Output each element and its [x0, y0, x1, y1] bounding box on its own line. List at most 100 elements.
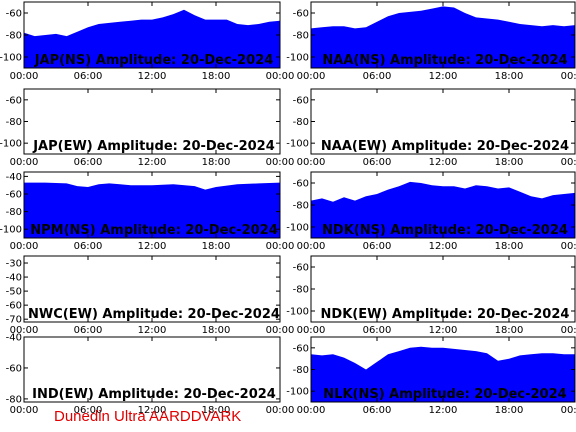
x-tick-label: 00:00 [10, 157, 39, 168]
panel-3: -60 -80 -100 00:00 06:00 12:00 18:00 00:00 NAA(E… [286, 88, 576, 168]
chart-title: NAA(NS) Amplitude: 20-Dec-2024 [322, 53, 567, 68]
x-tick-label: 00:00 [561, 157, 576, 168]
x-tick-label: 00:00 [297, 405, 326, 416]
x-tick-label: 18:00 [495, 71, 524, 82]
y-tick-label: -80 [6, 31, 22, 42]
x-tick-label: 00:00 [266, 157, 295, 168]
x-tick-label: 00:00 [297, 157, 326, 168]
x-tick-label: 00:00 [10, 405, 39, 416]
x-tick-label: 12:00 [138, 157, 167, 168]
y-tick-label: -60 [6, 190, 22, 201]
y-tick-label: -80 [293, 365, 309, 376]
x-tick-label: 12:00 [138, 71, 167, 82]
x-tick-label: 06:00 [363, 325, 392, 336]
y-tick-label: -50 [6, 287, 22, 298]
x-tick-label: 00:00 [561, 405, 576, 416]
y-tick-label: -80 [293, 201, 309, 212]
x-tick-label: 00:00 [561, 241, 576, 252]
x-tick-label: 12:00 [429, 241, 458, 252]
chart-title: NAA(EW) Amplitude: 20-Dec-2024 [321, 139, 569, 154]
chart-title: NWC(EW) Amplitude: 20-Dec-2024 [28, 307, 280, 322]
y-tick-label: -60 [6, 9, 22, 20]
y-tick-label: -40 [6, 333, 22, 344]
chart-title: IND(EW) Amplitude: 20-Dec-2024 [32, 387, 276, 402]
series-area-0 [24, 9, 280, 68]
x-tick-label: 12:00 [138, 405, 167, 416]
x-tick-label: 00:00 [266, 71, 295, 82]
panel-7: -60 -80 -100 00:00 06:00 12:00 18:00 00:00 NDK(E… [286, 255, 576, 336]
x-tick-label: 06:00 [74, 71, 103, 82]
x-tick-label: 00:00 [10, 71, 39, 82]
x-tick-label: 00:00 [297, 71, 326, 82]
y-tick-label: -40 [6, 172, 22, 183]
y-tick-label: -60 [6, 301, 22, 312]
x-tick-label: 06:00 [363, 241, 392, 252]
x-tick-label: 00:00 [10, 241, 39, 252]
y-tick-label: -60 [293, 95, 309, 106]
series-area-0 [311, 6, 575, 68]
y-tick-label: -60 [293, 343, 309, 354]
panel-2: -60 -80 -100 00:00 06:00 12:00 18:00 00:00 JAP(E… [0, 88, 295, 168]
x-tick-label: 06:00 [363, 71, 392, 82]
x-tick-label: 18:00 [202, 241, 231, 252]
y-tick-label: -100 [0, 139, 22, 150]
y-tick-label: -80 [6, 207, 22, 218]
x-tick-label: 12:00 [429, 325, 458, 336]
x-tick-label: 06:00 [74, 241, 103, 252]
chart-title: JAP(NS) Amplitude: 20-Dec-2024 [34, 53, 274, 68]
x-tick-label: 12:00 [429, 71, 458, 82]
x-tick-label: 12:00 [138, 325, 167, 336]
y-tick-label: -80 [6, 117, 22, 128]
chart-title: NPM(NS) Amplitude: 20-Dec-2024 [30, 223, 278, 238]
series-area-0 [24, 182, 280, 238]
y-tick-label: -60 [293, 263, 309, 274]
y-tick-label: -80 [6, 394, 22, 405]
y-tick-label: -100 [286, 387, 309, 398]
y-tick-label: -80 [293, 117, 309, 128]
panel-4: -40 -60 -80 -100 00:00 06:00 12:00 18:00 00:00 NP… [0, 171, 295, 252]
y-tick-label: -100 [286, 307, 309, 318]
y-tick-label: -60 [6, 95, 22, 106]
panel-5: -60 -80 -100 00:00 06:00 12:00 18:00 00:00 NDK(N… [286, 171, 576, 252]
y-tick-label: -60 [293, 9, 309, 20]
y-tick-label: -100 [286, 139, 309, 150]
x-tick-label: 06:00 [363, 157, 392, 168]
x-tick-label: 00:00 [297, 325, 326, 336]
x-tick-label: 06:00 [74, 157, 103, 168]
x-tick-label: 18:00 [495, 157, 524, 168]
x-tick-label: 06:00 [74, 325, 103, 336]
x-tick-label: 18:00 [202, 325, 231, 336]
x-tick-label: 00:00 [266, 241, 295, 252]
x-tick-label: 18:00 [495, 241, 524, 252]
x-tick-label: 00:00 [297, 241, 326, 252]
y-tick-label: -40 [6, 273, 22, 284]
x-tick-label: 00:00 [266, 325, 295, 336]
x-tick-label: 00:00 [266, 405, 295, 416]
x-tick-label: 18:00 [202, 405, 231, 416]
panel-1: -60 -80 -100 00:00 06:00 12:00 18:00 00:00 NAA(N… [286, 1, 576, 82]
panel-9: -60 -80 -100 00:00 06:00 12:00 18:00 00:00 NLK(N… [286, 336, 576, 416]
x-tick-label: 12:00 [429, 405, 458, 416]
chart-title: NDK(EW) Amplitude: 20-Dec-2024 [321, 307, 570, 322]
y-tick-label: -80 [293, 285, 309, 296]
y-tick-label: -30 [6, 259, 22, 270]
chart-title: JAP(EW) Amplitude: 20-Dec-2024 [32, 139, 275, 154]
chart-title: NLK(NS) Amplitude: 20-Dec-2024 [323, 387, 566, 402]
x-tick-label: 18:00 [495, 405, 524, 416]
y-tick-label: -100 [286, 223, 309, 234]
y-tick-label: -80 [293, 31, 309, 42]
panel-0: -60 -80 -100 00:00 06:00 12:00 18:00 00:00 JAP(N… [0, 1, 295, 82]
chart-title: NDK(NS) Amplitude: 20-Dec-2024 [322, 223, 568, 238]
x-tick-label: 06:00 [363, 405, 392, 416]
series-area-0 [311, 346, 575, 402]
y-tick-label: -70 [6, 315, 22, 326]
y-tick-label: -60 [293, 179, 309, 190]
x-tick-label: 00:00 [10, 325, 39, 336]
series-area-0 [311, 181, 575, 238]
x-tick-label: 00:00 [561, 325, 576, 336]
x-tick-label: 18:00 [202, 157, 231, 168]
y-tick-label: -100 [0, 225, 22, 236]
